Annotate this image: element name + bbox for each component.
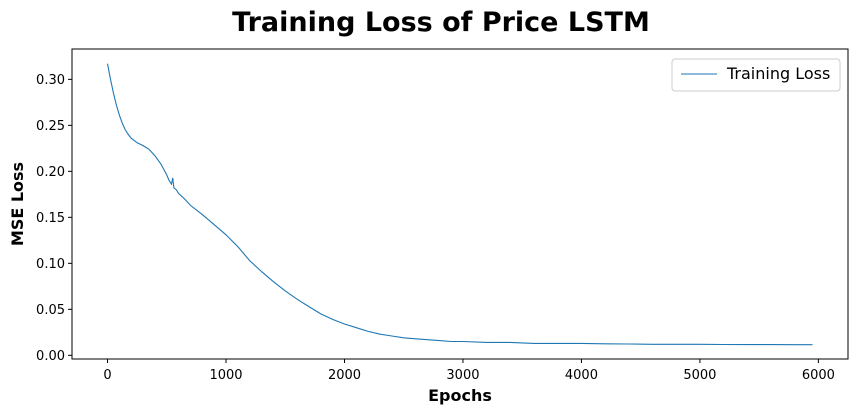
x-tick-label: 5000 bbox=[683, 368, 716, 383]
x-tick-label: 1000 bbox=[209, 368, 242, 383]
y-tick-label: 0.25 bbox=[36, 119, 65, 134]
y-tick-label: 0.15 bbox=[36, 211, 65, 226]
y-tick-label: 0.05 bbox=[36, 303, 65, 318]
y-tick-label: 0.30 bbox=[36, 73, 65, 88]
x-tick-label: 2000 bbox=[328, 368, 361, 383]
legend-label-training-loss: Training Loss bbox=[726, 64, 830, 83]
x-tick-label: 6000 bbox=[802, 368, 835, 383]
y-axis-label: MSE Loss bbox=[8, 162, 27, 246]
chart-title: Training Loss of Price LSTM bbox=[232, 7, 650, 38]
legend-box bbox=[671, 58, 841, 92]
x-axis-label: Epochs bbox=[428, 386, 492, 405]
x-axis: 0 1000 2000 3000 4000 5000 6000 bbox=[103, 359, 835, 383]
y-tick-label: 0.00 bbox=[36, 349, 65, 364]
y-tick-label: 0.20 bbox=[36, 165, 65, 180]
legend: Training Loss bbox=[671, 58, 841, 92]
x-tick-label: 3000 bbox=[446, 368, 479, 383]
y-tick-label: 0.10 bbox=[36, 257, 65, 272]
y-axis: 0.00 0.05 0.10 0.15 0.20 0.25 0.30 bbox=[36, 73, 72, 364]
series-line-training-loss bbox=[106, 63, 813, 346]
x-tick-label: 0 bbox=[103, 368, 111, 383]
x-tick-label: 4000 bbox=[565, 368, 598, 383]
plot-area bbox=[71, 48, 849, 360]
